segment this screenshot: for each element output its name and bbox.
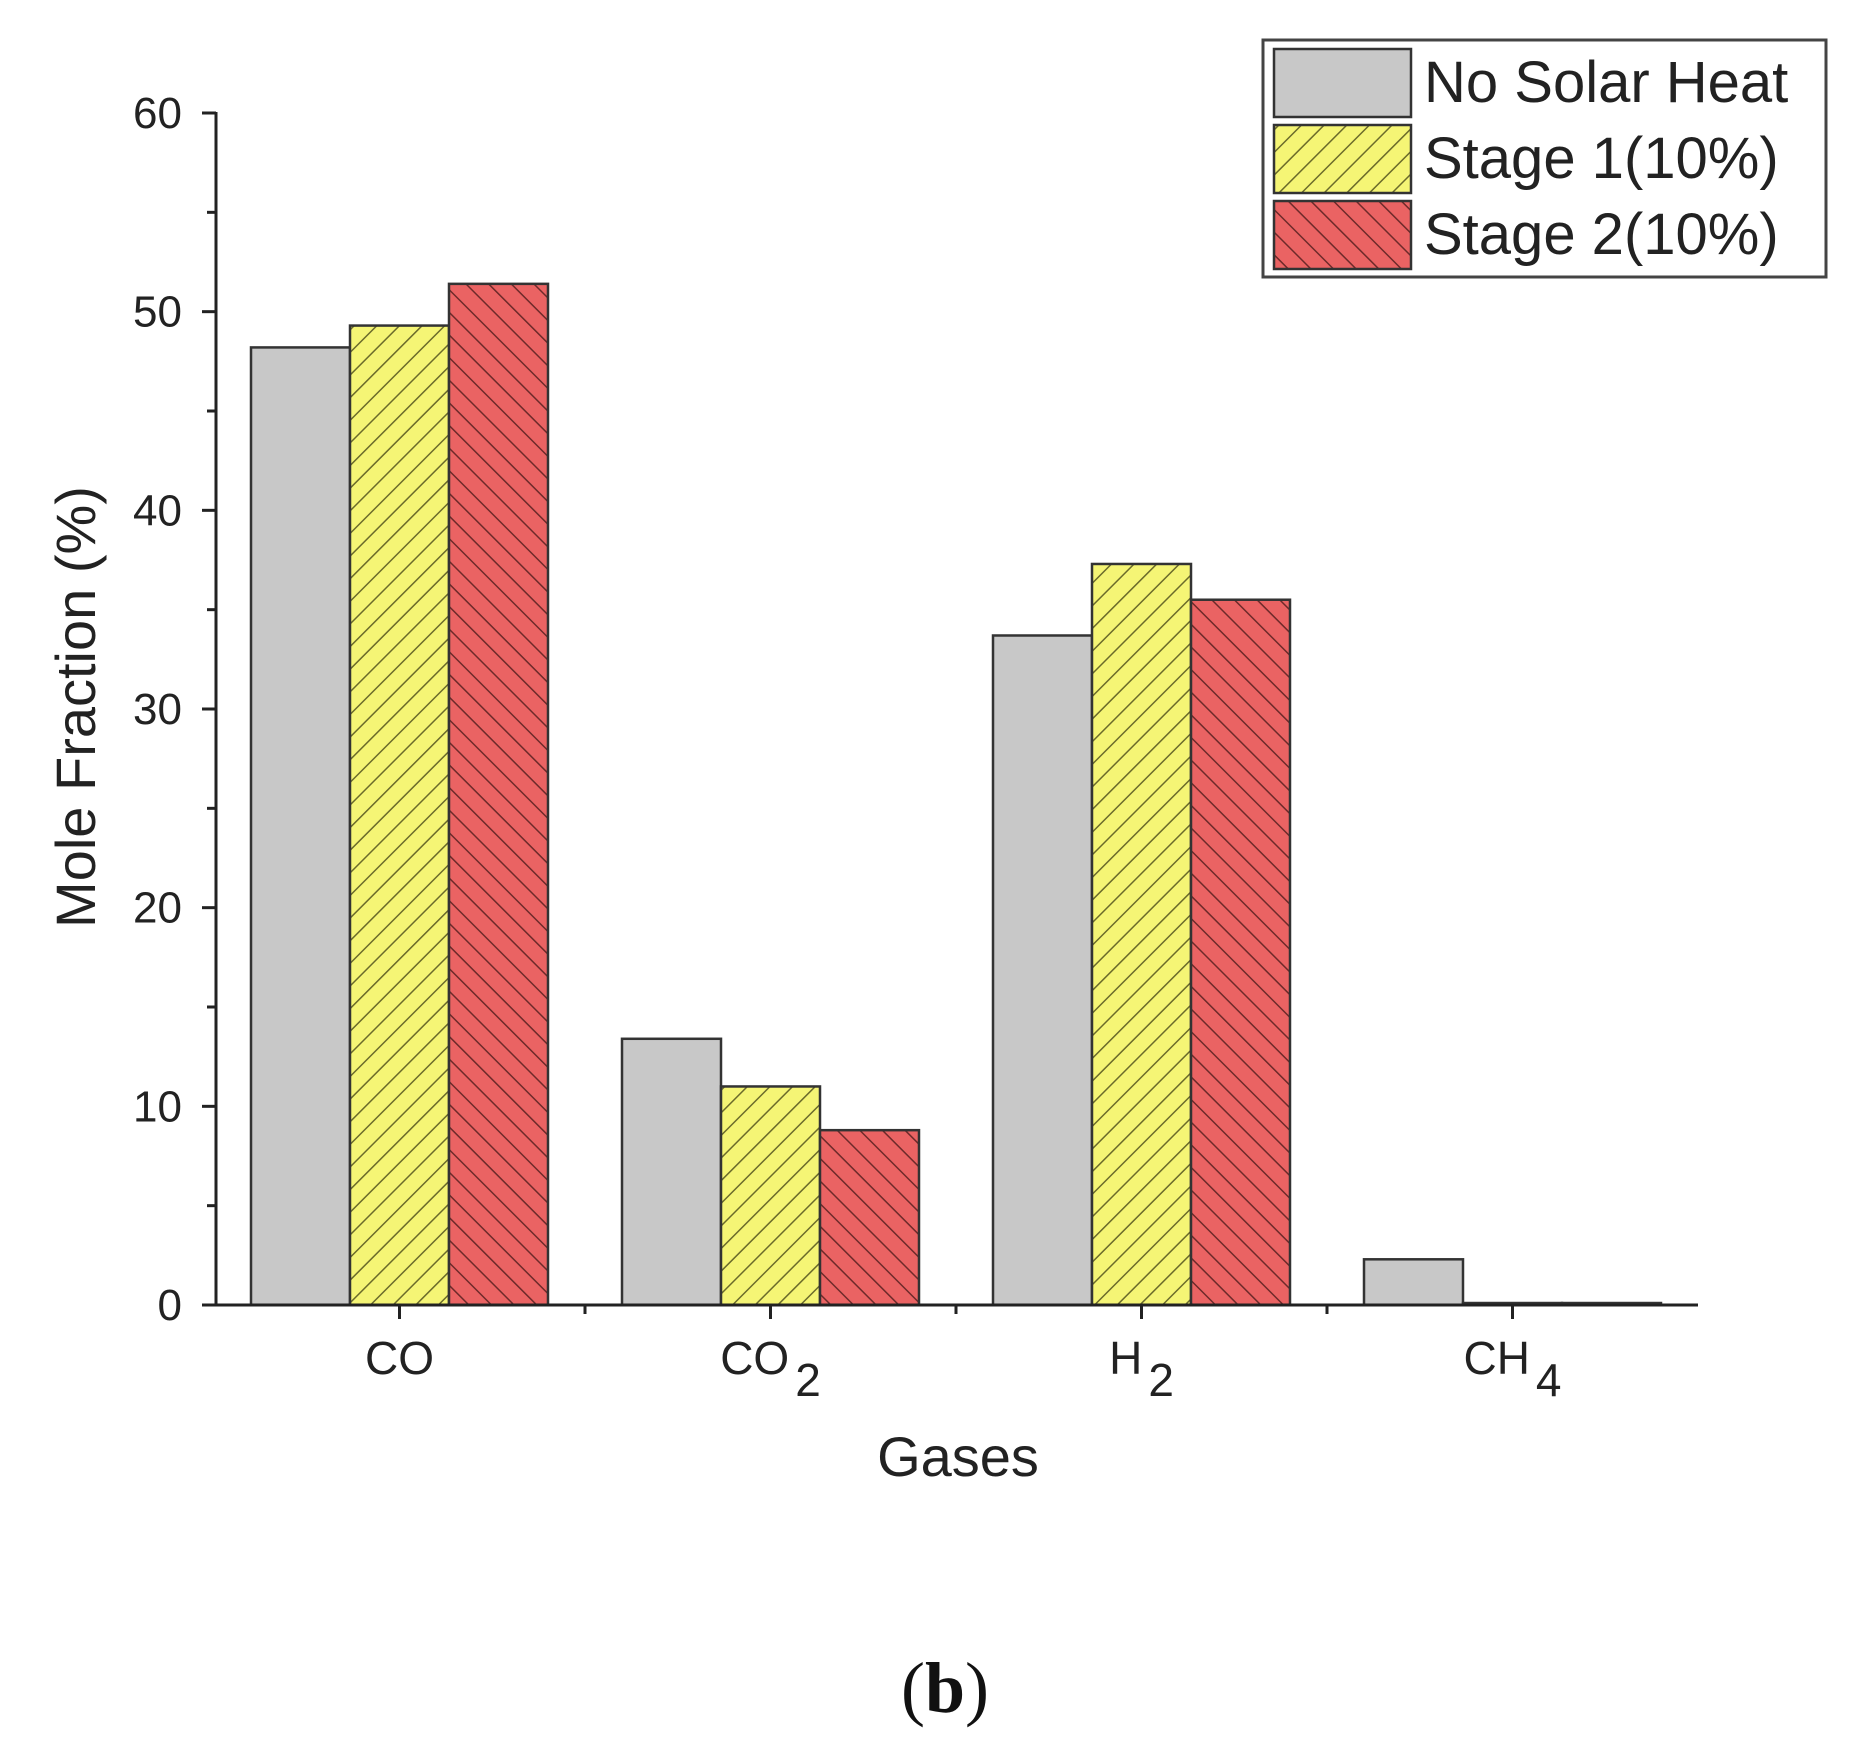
y-axis: 0 10 20 30 40 50 60 xyxy=(133,89,218,1330)
legend-swatch-no-solar-heat xyxy=(1272,47,1413,119)
bar-stage-2-10-co2 xyxy=(818,1128,921,1307)
bar-no-solar-heat-co2 xyxy=(620,1037,723,1307)
y-tick-label: 50 xyxy=(133,288,182,337)
x-tick-label-ch4: CH 4 xyxy=(1463,1332,1561,1406)
bar-stage-2-10-co xyxy=(447,282,550,1307)
legend-swatch-stage-2-10 xyxy=(1272,199,1413,271)
panel-label-close: ) xyxy=(965,1648,989,1728)
y-tick-label: 10 xyxy=(133,1082,182,1131)
bar-stage-1-10-co xyxy=(348,324,451,1307)
bars-group xyxy=(249,282,1663,1307)
legend-label-stage-2-10: Stage 2(10%) xyxy=(1424,202,1779,267)
bar-stage-1-10-h2 xyxy=(1090,562,1193,1307)
bar-no-solar-heat-ch4 xyxy=(1362,1258,1465,1307)
y-tick-label: 20 xyxy=(133,884,182,933)
y-tick-label: 30 xyxy=(133,685,182,734)
panel-label: (b) xyxy=(901,1648,989,1728)
bar-stage-1-10-co2 xyxy=(719,1085,822,1307)
plot-area: 0 10 20 30 40 50 60 CO CO 2 H 2 CH 4 xyxy=(133,89,1698,1406)
legend: No Solar Heat Stage 1(10%) Stage 2(10%) xyxy=(1261,38,1828,279)
legend-swatch-stage-1-10 xyxy=(1272,123,1413,195)
bar-stage-2-10-h2 xyxy=(1189,598,1292,1307)
x-tick-label-co2: CO 2 xyxy=(720,1332,821,1406)
x-tick-label-co: CO xyxy=(365,1332,434,1384)
x-axis-title: Gases xyxy=(877,1425,1039,1488)
y-tick-label: 0 xyxy=(158,1281,182,1330)
legend-label-no-solar-heat: No Solar Heat xyxy=(1424,50,1788,115)
panel-label-open: ( xyxy=(901,1648,925,1728)
y-tick-label: 60 xyxy=(133,89,182,138)
bar-no-solar-heat-co xyxy=(249,346,352,1307)
x-axis: CO CO 2 H 2 CH 4 xyxy=(214,1303,1698,1406)
panel-label-letter: b xyxy=(925,1648,965,1728)
y-tick-label: 40 xyxy=(133,486,182,535)
legend-label-stage-1-10: Stage 1(10%) xyxy=(1424,126,1779,191)
bar-no-solar-heat-h2 xyxy=(991,634,1094,1307)
y-axis-title: Mole Fraction (%) xyxy=(44,486,107,928)
